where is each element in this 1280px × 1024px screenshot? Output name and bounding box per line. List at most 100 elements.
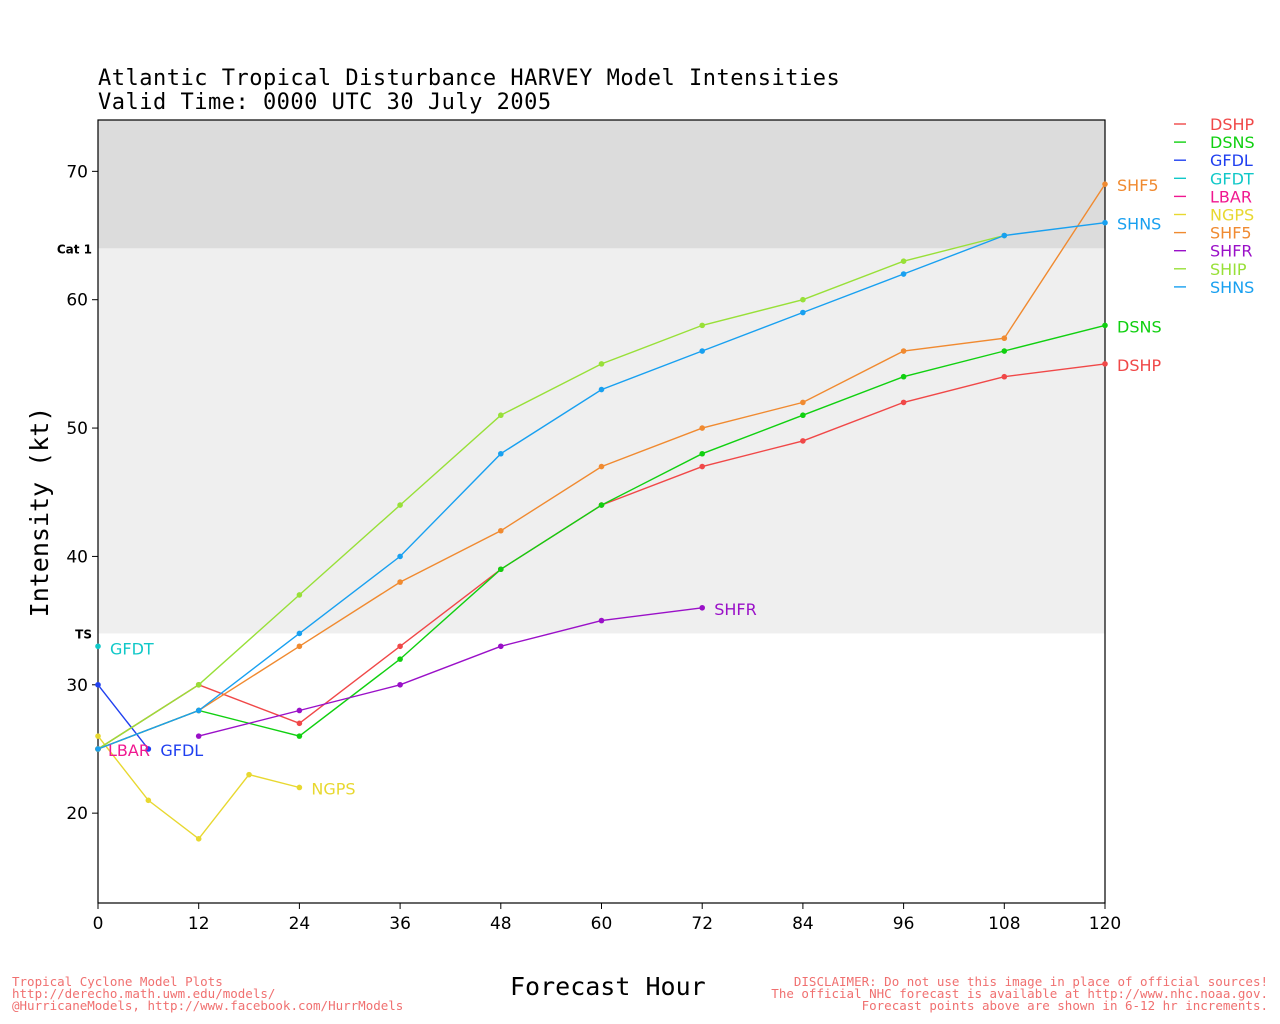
series-end-label-gfdt: GFDT bbox=[110, 639, 154, 658]
data-point-dshp bbox=[296, 720, 303, 727]
data-point-shf5 bbox=[900, 348, 907, 354]
data-point-shfr bbox=[498, 643, 504, 650]
x-tick-label: 84 bbox=[792, 914, 814, 934]
legend-label-gfdl: GFDL bbox=[1210, 151, 1253, 170]
cat1-band bbox=[98, 120, 1105, 249]
data-point-shns bbox=[800, 309, 806, 316]
x-tick-label: 12 bbox=[188, 914, 210, 934]
data-point-ship bbox=[699, 322, 705, 329]
data-point-gfdl bbox=[145, 746, 152, 752]
data-point-shf5 bbox=[1102, 181, 1108, 187]
data-point-dsns bbox=[699, 450, 705, 457]
chart-title: Atlantic Tropical Disturbance HARVEY Mod… bbox=[98, 66, 841, 91]
y-tick-label: 60 bbox=[66, 291, 88, 311]
data-point-shfr bbox=[195, 733, 202, 739]
data-point-shns bbox=[900, 271, 907, 277]
data-point-ngps bbox=[246, 771, 252, 778]
data-point-ship bbox=[598, 361, 605, 367]
x-tick-label: 120 bbox=[1089, 914, 1121, 934]
data-point-dsns bbox=[1102, 322, 1108, 329]
data-point-dshp bbox=[800, 438, 806, 444]
series-end-label-lbar: LBAR bbox=[108, 741, 150, 760]
data-point-dsns bbox=[498, 566, 504, 573]
data-point-ship bbox=[498, 412, 504, 419]
data-point-dshp bbox=[397, 643, 403, 650]
data-point-gfdl bbox=[95, 681, 101, 688]
data-point-shfr bbox=[699, 604, 705, 611]
series-end-label-dsns: DSNS bbox=[1117, 317, 1162, 336]
data-point-ship bbox=[195, 681, 202, 688]
series-end-label-gfdl: GFDL bbox=[160, 741, 203, 760]
y-tick-label: 20 bbox=[66, 804, 88, 824]
data-point-dshp bbox=[900, 399, 907, 406]
legend-label-dsns: DSNS bbox=[1210, 133, 1255, 152]
series-line-gfdl bbox=[97, 684, 149, 750]
data-point-shns bbox=[95, 746, 101, 752]
data-point-shns bbox=[195, 707, 202, 714]
y-tick-label: 30 bbox=[66, 676, 88, 696]
footer-disclaimer-line: The official NHC forecast is available a… bbox=[771, 986, 1268, 1001]
x-tick-label: 60 bbox=[591, 914, 613, 934]
data-point-shf5 bbox=[598, 463, 605, 470]
data-point-ngps bbox=[296, 784, 303, 791]
data-point-shns bbox=[498, 450, 504, 457]
data-point-dshp bbox=[1102, 361, 1108, 367]
series-line-ship bbox=[97, 234, 1005, 750]
data-point-shfr bbox=[296, 707, 303, 714]
data-point-shf5 bbox=[397, 579, 403, 585]
chart-subtitle: Valid Time: 0000 UTC 30 July 2005 bbox=[98, 90, 552, 115]
series-line-shfr bbox=[198, 607, 703, 737]
x-tick-label: 108 bbox=[988, 914, 1020, 934]
data-point-shns bbox=[598, 386, 605, 393]
data-point-shns bbox=[296, 630, 303, 637]
data-point-shns bbox=[1102, 219, 1108, 226]
ts-band bbox=[98, 248, 1105, 634]
series-end-label-ngps: NGPS bbox=[311, 779, 355, 798]
legend-label-gfdt: GFDT bbox=[1210, 169, 1254, 188]
y-tick-label: 70 bbox=[66, 162, 88, 182]
data-point-dshp bbox=[699, 463, 705, 470]
data-point-dsns bbox=[296, 733, 303, 739]
x-tick-label: 36 bbox=[389, 914, 411, 934]
data-point-dsns bbox=[397, 656, 403, 662]
x-axis-label: Forecast Hour bbox=[510, 972, 706, 1001]
footer-credits: Tropical Cyclone Model Plots http://dere… bbox=[12, 974, 404, 1013]
data-point-shf5 bbox=[498, 527, 504, 534]
footer-credit-line: Tropical Cyclone Model Plots bbox=[12, 974, 223, 989]
series-end-label-shfr: SHFR bbox=[714, 600, 757, 619]
series-end-label-shns: SHNS bbox=[1117, 215, 1161, 234]
data-point-ship bbox=[397, 502, 403, 508]
data-point-ship bbox=[800, 296, 806, 303]
data-point-shf5 bbox=[1001, 335, 1008, 342]
data-point-ship bbox=[900, 258, 907, 264]
x-tick-label: 96 bbox=[893, 914, 915, 934]
data-point-dsns bbox=[1001, 348, 1008, 354]
data-point-shns bbox=[1001, 232, 1008, 239]
y-axis-label: Intensity (kt) bbox=[25, 407, 54, 618]
legend-label-dshp: DSHP bbox=[1210, 115, 1255, 134]
data-point-dshp bbox=[1001, 373, 1008, 380]
y-tick-label: 50 bbox=[66, 419, 88, 439]
legend-label-shns: SHNS bbox=[1210, 278, 1254, 297]
series-end-label-dshp: DSHP bbox=[1117, 356, 1162, 375]
legend-label-lbar: LBAR bbox=[1210, 187, 1252, 206]
x-tick-label: 24 bbox=[289, 914, 311, 934]
data-point-ngps bbox=[145, 797, 152, 804]
data-point-dsns bbox=[800, 412, 806, 419]
data-point-ship bbox=[296, 592, 303, 598]
data-point-shf5 bbox=[296, 643, 303, 650]
x-tick-label: 72 bbox=[691, 914, 713, 934]
data-point-dsns bbox=[900, 373, 907, 380]
data-point-ngps bbox=[95, 733, 101, 739]
data-point-shfr bbox=[598, 617, 605, 624]
legend-label-ship: SHIP bbox=[1210, 260, 1247, 279]
footer-credit-line: @HurricaneModels, http://www.facebook.co… bbox=[12, 998, 404, 1013]
data-point-shns bbox=[397, 553, 403, 560]
footer-disclaimer-line: Forecast points above are shown in 6-12 … bbox=[861, 998, 1268, 1013]
legend-label-shf5: SHF5 bbox=[1210, 224, 1252, 243]
y-tick-label: 40 bbox=[66, 547, 88, 567]
footer-credit-line: http://derecho.math.uwm.edu/models/ bbox=[12, 986, 276, 1001]
series-end-label-shf5: SHF5 bbox=[1117, 176, 1159, 195]
x-tick-label: 48 bbox=[490, 914, 512, 934]
